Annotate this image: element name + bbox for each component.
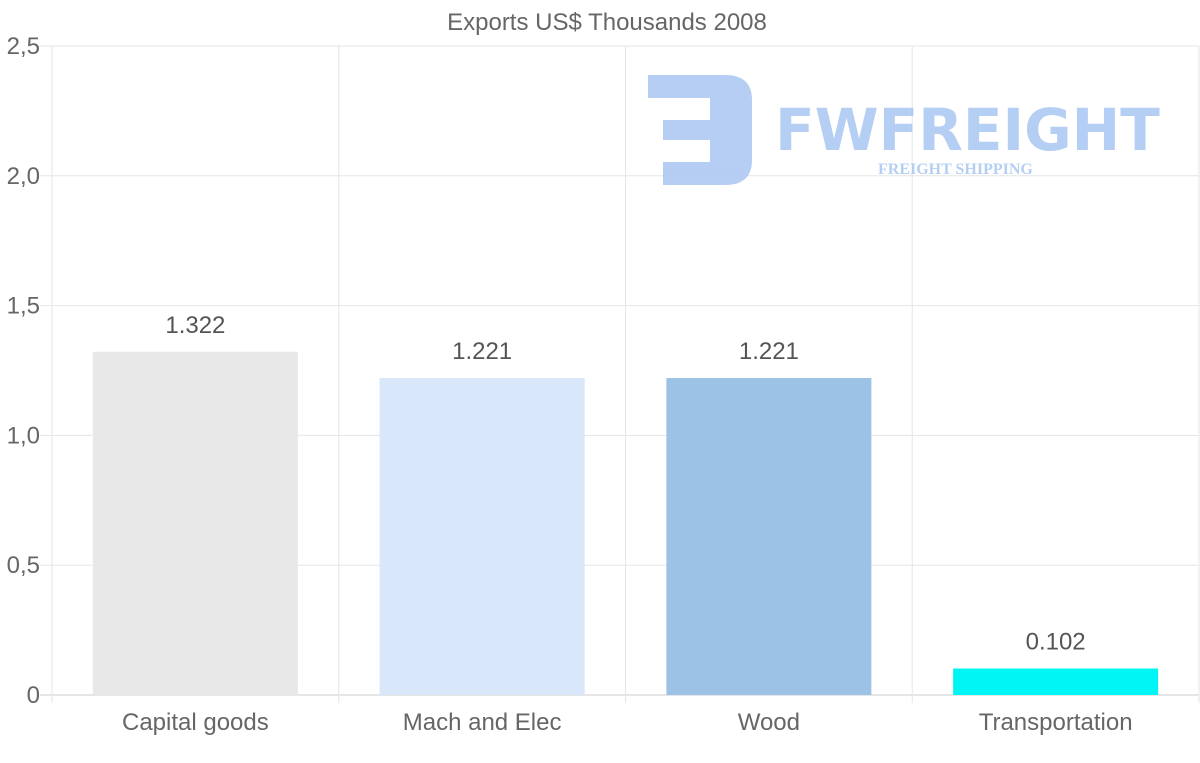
y-tick-label: 2,5 xyxy=(7,33,40,60)
x-tick-label: Capital goods xyxy=(122,709,269,736)
data-label: 1.322 xyxy=(165,312,225,339)
y-tick-label: 1,0 xyxy=(7,422,40,449)
grid-layer: 0 0,5 1,0 1,5 2,0 2,5 xyxy=(7,33,1200,709)
data-label: 1.221 xyxy=(739,338,799,365)
watermark-logo: FWFREIGHT FREIGHT SHIPPING xyxy=(648,75,1160,185)
bar-transportation xyxy=(953,668,1159,695)
data-label: 0.102 xyxy=(1026,629,1086,656)
x-tick-label: Mach and Elec xyxy=(403,709,562,736)
watermark-brand: FWFREIGHT xyxy=(775,96,1160,164)
x-tick-label: Transportation xyxy=(979,709,1133,736)
y-tick-label: 0,5 xyxy=(7,552,40,579)
y-tick-label: 2,0 xyxy=(7,163,40,190)
labels-layer: 1.322 Capital goods 1.221 Mach and Elec 1.22… xyxy=(122,312,1133,736)
data-label: 1.221 xyxy=(452,338,512,365)
bars-layer xyxy=(92,351,1159,695)
watermark-logo-icon xyxy=(648,75,752,185)
y-tick-label: 0 xyxy=(27,682,40,709)
bar-mach-and-elec xyxy=(379,378,585,695)
y-tick-label: 1,5 xyxy=(7,293,40,320)
chart-title: Exports US$ Thousands 2008 xyxy=(447,9,767,36)
bar-wood xyxy=(666,378,872,695)
watermark-tagline: FREIGHT SHIPPING xyxy=(878,161,1033,178)
x-tick-label: Wood xyxy=(738,709,800,736)
bar-capital-goods xyxy=(92,351,298,695)
